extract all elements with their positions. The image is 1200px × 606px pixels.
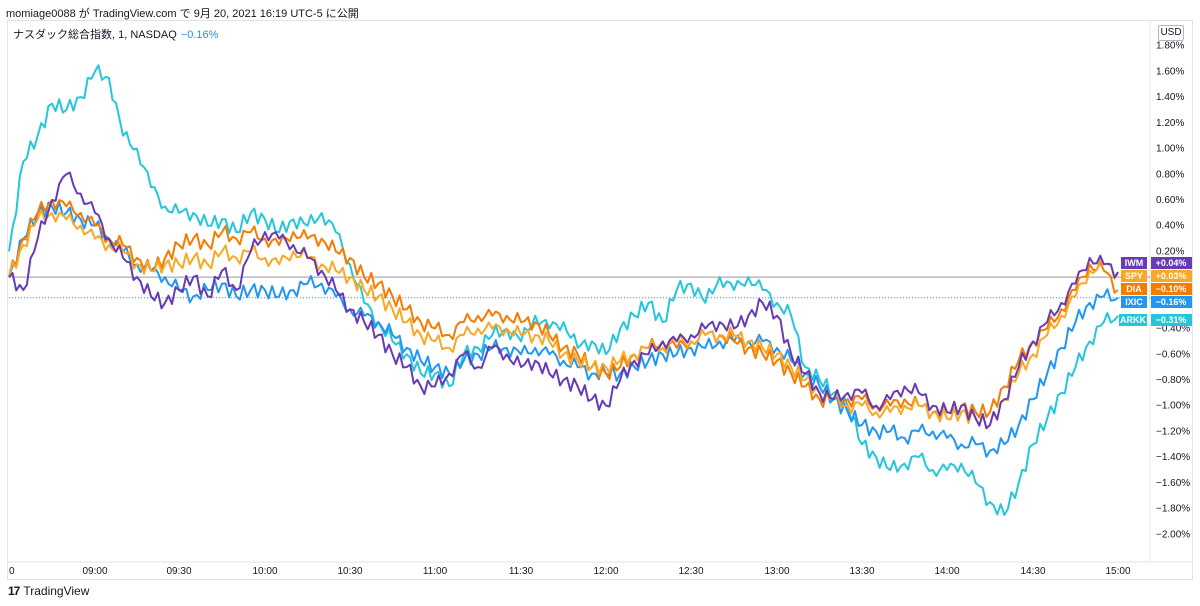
- x-tick-label: 0: [9, 566, 15, 577]
- series-line-dia[interactable]: [8, 199, 1119, 420]
- x-tick-label: 14:30: [1020, 566, 1045, 577]
- y-tick-label: 1.60%: [1156, 66, 1184, 77]
- x-tick-label: 09:30: [166, 566, 191, 577]
- y-tick-label: 1.20%: [1156, 118, 1184, 129]
- series-line-ixic[interactable]: [8, 201, 1119, 458]
- price-tag-name: ARKK: [1120, 315, 1146, 325]
- y-tick-label: 1.00%: [1156, 144, 1184, 155]
- tradingview-footer: 17 TradingView: [8, 584, 89, 598]
- price-tag-name: IWM: [1125, 258, 1144, 268]
- price-tag-dia[interactable]: DIA −0.10%: [1121, 283, 1192, 295]
- x-tick-label: 12:00: [593, 566, 618, 577]
- x-tick-label: 12:30: [678, 566, 703, 577]
- price-tag-change: −0.10%: [1156, 284, 1187, 294]
- x-tick-label: 09:00: [82, 566, 107, 577]
- price-tag-change: +0.04%: [1156, 258, 1187, 268]
- tradingview-logo-icon: 17: [8, 584, 20, 598]
- publish-info: momiage0088 が TradingView.com で 9月 20, 2…: [6, 8, 359, 20]
- x-tick-label: 10:00: [252, 566, 277, 577]
- y-tick-label: 1.40%: [1156, 92, 1184, 103]
- x-tick-label: 15:00: [1105, 566, 1130, 577]
- y-tick-label: −1.00%: [1156, 401, 1190, 412]
- price-tag-name: SPY: [1125, 271, 1143, 281]
- y-tick-label: −0.60%: [1156, 349, 1190, 360]
- y-tick-label: 0.40%: [1156, 221, 1184, 232]
- y-tick-label: −1.40%: [1156, 452, 1190, 463]
- x-tick-label: 10:30: [337, 566, 362, 577]
- y-tick-label: −1.80%: [1156, 504, 1190, 515]
- price-tag-change: −0.16%: [1156, 297, 1187, 307]
- y-tick-label: −0.80%: [1156, 375, 1190, 386]
- y-tick-label: 0.20%: [1156, 246, 1184, 257]
- y-tick-label: 1.80%: [1156, 41, 1184, 52]
- price-tag-name: IXIC: [1125, 297, 1143, 307]
- y-tick-label: −0.40%: [1156, 324, 1190, 335]
- price-tag-change: +0.03%: [1156, 271, 1187, 281]
- y-tick-label: 0.80%: [1156, 169, 1184, 180]
- price-tag-ixic[interactable]: IXIC −0.16%: [1121, 296, 1192, 308]
- x-tick-label: 13:00: [764, 566, 789, 577]
- price-tag-name: DIA: [1126, 284, 1142, 294]
- price-tag-arkk[interactable]: ARKK −0.31%: [1119, 314, 1192, 326]
- x-tick-label: 14:00: [934, 566, 959, 577]
- y-tick-label: 0.60%: [1156, 195, 1184, 206]
- series-line-iwm[interactable]: [8, 171, 1119, 430]
- price-tag-change: −0.31%: [1156, 315, 1187, 325]
- main-symbol-legend[interactable]: ナスダック総合指数, 1, NASDAQ −0.16%: [13, 26, 218, 42]
- x-tick-label: 11:30: [509, 566, 534, 577]
- price-tag-spy[interactable]: SPY +0.03%: [1121, 270, 1192, 282]
- chart-pane[interactable]: [7, 20, 1193, 580]
- tradingview-brand: TradingView: [23, 584, 90, 598]
- y-tick-label: −2.00%: [1156, 529, 1190, 540]
- legend-symbol: ナスダック総合指数, 1, NASDAQ: [13, 29, 177, 41]
- x-tick-label: 13:30: [849, 566, 874, 577]
- currency-label[interactable]: USD: [1158, 25, 1184, 41]
- price-tag-iwm[interactable]: IWM +0.04%: [1121, 257, 1192, 269]
- legend-change: −0.16%: [180, 29, 219, 41]
- series-line-arkk[interactable]: [8, 64, 1119, 516]
- x-tick-label: 11:00: [423, 566, 448, 577]
- y-tick-label: −1.60%: [1156, 478, 1190, 489]
- series-line-spy[interactable]: [8, 209, 1119, 430]
- y-tick-label: −1.20%: [1156, 426, 1190, 437]
